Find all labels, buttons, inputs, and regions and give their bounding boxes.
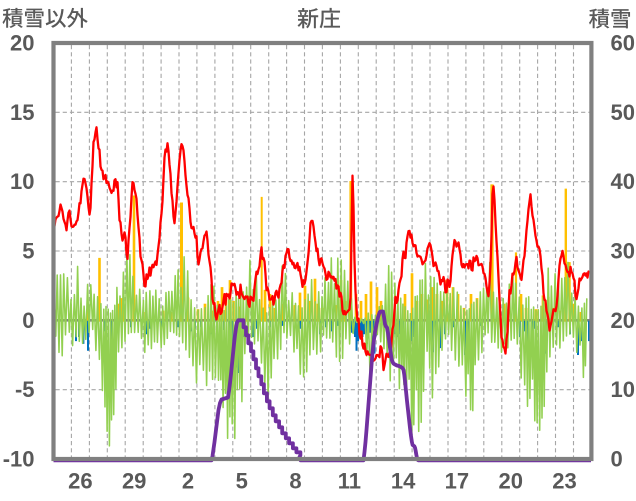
svg-text:17: 17 — [445, 469, 469, 494]
svg-text:50: 50 — [611, 100, 635, 125]
svg-text:10: 10 — [611, 377, 635, 402]
svg-text:30: 30 — [611, 239, 635, 264]
svg-text:8: 8 — [289, 469, 301, 494]
svg-text:0: 0 — [22, 308, 34, 333]
svg-text:14: 14 — [391, 469, 416, 494]
svg-text:2: 2 — [182, 469, 194, 494]
svg-text:20: 20 — [10, 31, 34, 56]
svg-text:10: 10 — [10, 169, 34, 194]
svg-text:20: 20 — [498, 469, 522, 494]
svg-text:-5: -5 — [15, 377, 35, 402]
svg-text:-10: -10 — [3, 447, 35, 472]
svg-text:20: 20 — [611, 308, 635, 333]
svg-text:26: 26 — [68, 469, 92, 494]
svg-text:5: 5 — [22, 239, 34, 264]
svg-text:15: 15 — [10, 100, 34, 125]
svg-text:0: 0 — [611, 447, 623, 472]
svg-text:29: 29 — [122, 469, 146, 494]
svg-text:5: 5 — [236, 469, 248, 494]
svg-text:60: 60 — [611, 31, 635, 56]
svg-text:40: 40 — [611, 169, 635, 194]
svg-text:11: 11 — [338, 469, 361, 494]
svg-text:23: 23 — [552, 469, 576, 494]
